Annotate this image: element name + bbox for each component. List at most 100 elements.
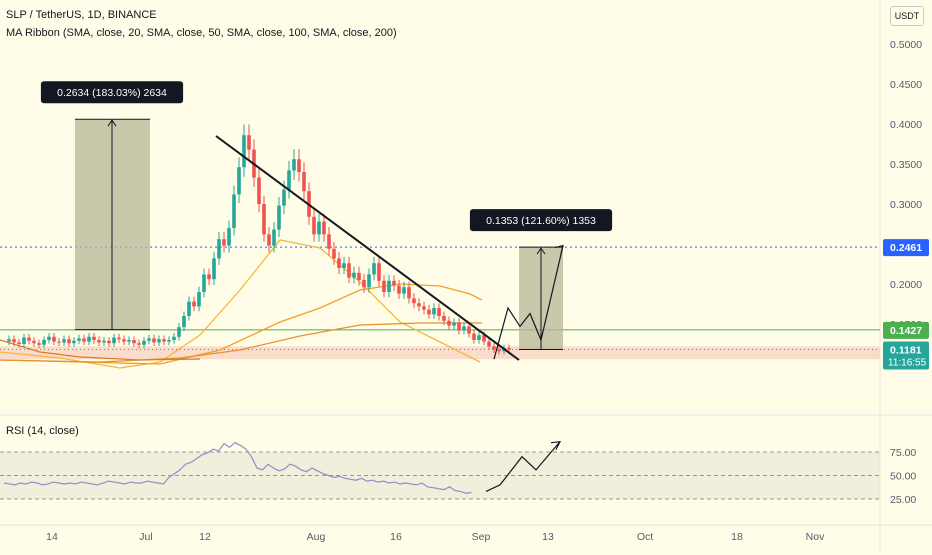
candle-body (397, 285, 401, 294)
candle-body (452, 322, 456, 326)
candle-body (292, 159, 296, 171)
candle-body (372, 263, 376, 275)
rsi-tick-label: 75.00 (890, 447, 916, 459)
candle-body (57, 341, 61, 343)
candle-body (92, 336, 96, 340)
ma-100-line (0, 322, 482, 363)
candle-body (272, 229, 276, 246)
candle-body (447, 320, 451, 326)
rsi-legend: RSI (14, close) (6, 425, 79, 437)
candle-body (362, 280, 366, 288)
candle-body (422, 306, 426, 310)
candle-body (177, 327, 181, 337)
candle-body (152, 338, 156, 343)
candle-body (82, 338, 86, 342)
candle-body (432, 308, 436, 315)
ma-200-line (0, 339, 201, 361)
measure-label-0: 0.2634 (183.03%) 2634 (57, 87, 167, 99)
candle-body (337, 258, 341, 268)
time-tick-label: 18 (731, 531, 743, 543)
candle-body (192, 301, 196, 307)
candle-body (117, 337, 121, 340)
candle-body (367, 274, 371, 288)
time-tick-label: 14 (46, 531, 58, 543)
candle-body (327, 234, 331, 249)
candle-body (77, 338, 81, 341)
measure-label-bg-0 (40, 81, 184, 104)
candle-body (162, 339, 166, 342)
candle-body (267, 234, 271, 246)
candle-body (342, 263, 346, 268)
candle-body (487, 341, 491, 347)
price-label-sub-2: 11:16:55 (888, 358, 927, 369)
price-label-2: 0.1181 (890, 345, 922, 357)
time-tick-label: 13 (542, 531, 554, 543)
candle-body (467, 326, 471, 334)
candle-body (132, 340, 136, 344)
candle-body (67, 339, 71, 344)
candle-body (442, 316, 446, 321)
candle-body (52, 336, 56, 342)
candle-body (352, 272, 356, 278)
time-tick-label: Oct (637, 531, 653, 543)
candle-body (457, 322, 461, 331)
candle-body (207, 274, 211, 280)
candle-body (387, 280, 391, 292)
candle-body (202, 274, 206, 292)
candle-body (62, 339, 66, 343)
trendline (215, 135, 520, 361)
candle-body (282, 189, 286, 206)
candle-body (377, 263, 381, 281)
candle-body (497, 349, 501, 352)
candle-body (112, 337, 116, 344)
candle-body (312, 216, 316, 235)
candle-body (147, 338, 151, 341)
candle-body (437, 308, 441, 316)
candle-body (242, 135, 246, 168)
time-tick-label: Sep (472, 531, 491, 543)
candle-body (17, 342, 21, 344)
price-tick-label: 0.2000 (890, 279, 922, 291)
candle-body (357, 272, 361, 280)
symbol-title: SLP / TetherUS, 1D, BINANCE (6, 9, 157, 21)
candle-body (462, 326, 466, 331)
candle-body (142, 340, 146, 345)
candle-body (212, 258, 216, 280)
candle-body (427, 309, 431, 315)
candle-body (257, 177, 261, 204)
candle-body (107, 340, 111, 344)
candle-body (42, 340, 46, 345)
rsi-projection (485, 441, 561, 493)
candle-body (137, 343, 141, 345)
candle-body (287, 170, 291, 190)
price-label-bg-1 (883, 321, 929, 339)
candle-body (417, 303, 421, 307)
time-tick-label: Jul (139, 531, 152, 543)
ma-20-line (0, 239, 481, 369)
candle-body (172, 336, 176, 340)
candle-body (477, 335, 481, 340)
candle-body (507, 348, 511, 350)
candle-body (127, 340, 131, 342)
candle-body (87, 336, 91, 342)
measure-arrowhead-1 (536, 247, 546, 255)
candle-body (217, 239, 221, 259)
candle-body (302, 172, 306, 192)
candle-body (102, 340, 106, 343)
candle-body (332, 248, 336, 259)
price-tick-label: 0.5000 (890, 39, 922, 51)
candle-body (47, 336, 51, 340)
currency-button[interactable]: USDT (890, 6, 924, 26)
support-zone (0, 346, 880, 360)
time-tick-label: Nov (806, 531, 825, 543)
candle-body (32, 340, 36, 344)
candle-body (247, 135, 251, 150)
price-label-1: 0.1427 (890, 325, 922, 337)
candle-body (492, 346, 496, 350)
candle-body (167, 340, 171, 342)
candle-body (122, 339, 126, 342)
candle-body (187, 301, 191, 316)
candle-body (262, 204, 266, 235)
price-label-bg-0 (883, 239, 929, 257)
